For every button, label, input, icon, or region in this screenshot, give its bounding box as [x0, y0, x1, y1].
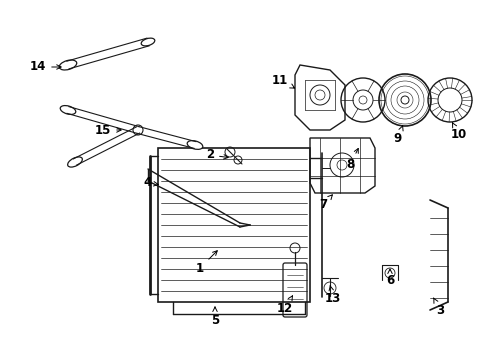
Text: 6: 6: [385, 269, 393, 287]
Text: 8: 8: [345, 148, 358, 171]
Ellipse shape: [67, 157, 82, 167]
Ellipse shape: [60, 105, 76, 114]
Text: 7: 7: [318, 195, 332, 211]
Text: 1: 1: [196, 251, 217, 274]
Text: 11: 11: [271, 73, 294, 88]
Text: 13: 13: [324, 286, 341, 305]
Text: 3: 3: [433, 298, 443, 316]
Circle shape: [133, 125, 142, 135]
Text: 4: 4: [143, 176, 158, 189]
Text: 12: 12: [276, 296, 292, 315]
Text: 2: 2: [205, 148, 228, 162]
Text: 5: 5: [210, 307, 219, 327]
Ellipse shape: [187, 141, 203, 149]
Text: 10: 10: [450, 123, 466, 141]
Text: 9: 9: [393, 126, 402, 144]
Text: 15: 15: [95, 123, 121, 136]
Text: 14: 14: [30, 60, 61, 73]
